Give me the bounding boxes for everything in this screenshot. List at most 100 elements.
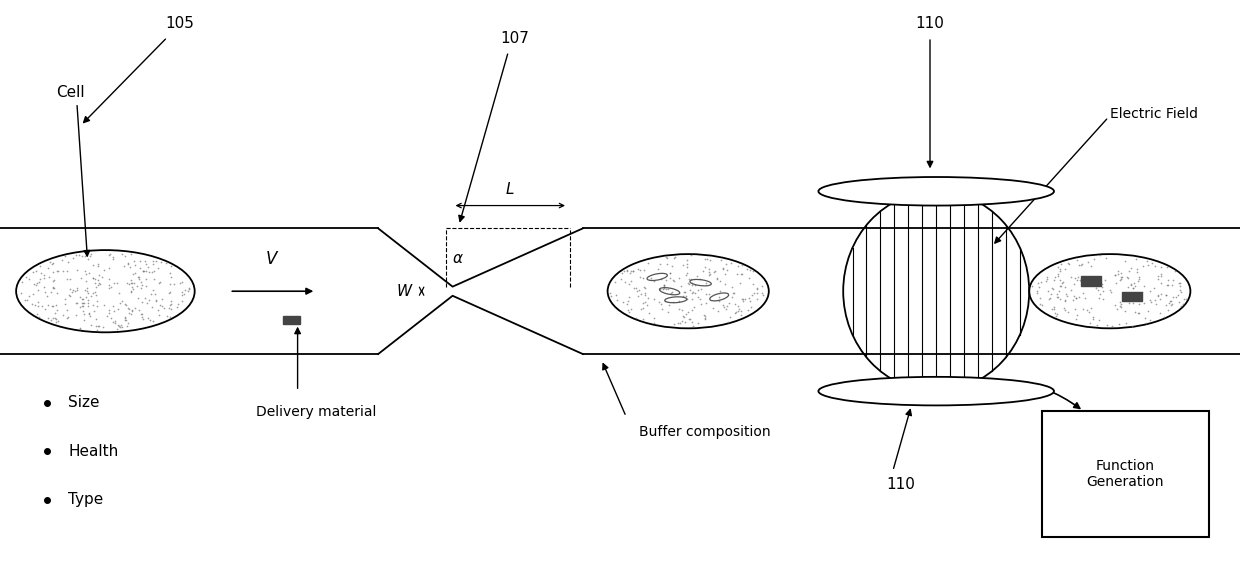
Point — [691, 299, 711, 308]
Point — [1068, 272, 1087, 282]
Point — [681, 286, 701, 295]
Point — [1120, 296, 1140, 305]
Point — [1121, 280, 1141, 289]
Point — [697, 299, 717, 308]
Point — [673, 291, 693, 300]
Point — [1159, 298, 1179, 307]
Point — [67, 283, 87, 292]
Point — [1090, 315, 1110, 324]
Point — [107, 325, 126, 334]
Point — [682, 318, 702, 327]
Point — [1122, 284, 1142, 293]
Point — [66, 310, 86, 319]
Point — [143, 285, 162, 294]
Point — [94, 301, 114, 310]
Point — [1078, 258, 1097, 267]
Point — [81, 320, 100, 329]
Point — [626, 284, 646, 293]
Point — [605, 290, 625, 299]
Point — [1081, 303, 1101, 312]
Point — [684, 288, 704, 297]
Point — [115, 312, 135, 321]
Text: α: α — [453, 251, 463, 266]
Point — [45, 309, 64, 318]
Point — [57, 313, 77, 323]
Point — [1111, 274, 1131, 283]
Point — [608, 296, 627, 305]
Point — [99, 308, 119, 317]
Point — [153, 301, 172, 311]
Point — [739, 273, 759, 282]
Text: Size: Size — [68, 395, 99, 410]
Point — [688, 292, 708, 301]
Point — [160, 312, 180, 321]
Point — [1075, 293, 1095, 303]
Point — [673, 261, 693, 270]
Point — [728, 262, 748, 271]
Point — [15, 295, 35, 304]
Point — [649, 264, 668, 274]
Point — [1048, 271, 1068, 280]
Point — [22, 267, 42, 276]
Point — [73, 298, 93, 307]
Point — [74, 316, 94, 325]
Point — [1105, 271, 1125, 280]
Point — [1033, 301, 1053, 310]
Point — [150, 278, 170, 287]
Point — [1109, 269, 1128, 278]
Point — [172, 277, 192, 286]
Point — [1112, 272, 1132, 282]
Point — [1071, 277, 1091, 286]
Point — [732, 260, 751, 270]
Point — [27, 278, 47, 287]
Point — [22, 299, 42, 308]
Point — [682, 279, 702, 288]
Point — [11, 289, 31, 298]
Point — [668, 296, 688, 305]
Point — [1138, 260, 1158, 270]
Point — [131, 309, 151, 319]
Point — [652, 304, 672, 313]
Point — [1110, 276, 1130, 285]
Point — [30, 274, 50, 283]
Point — [46, 314, 66, 323]
Point — [58, 312, 78, 321]
Point — [144, 267, 164, 276]
Point — [1073, 304, 1092, 313]
Point — [45, 284, 64, 293]
Point — [1097, 320, 1117, 329]
Point — [1064, 291, 1084, 300]
Point — [725, 299, 745, 308]
Point — [728, 302, 748, 311]
Point — [130, 256, 150, 266]
Point — [1128, 277, 1148, 286]
Point — [119, 279, 139, 288]
Point — [624, 284, 644, 293]
Point — [99, 281, 119, 290]
Point — [680, 315, 699, 324]
Point — [703, 304, 723, 313]
Point — [148, 263, 167, 272]
Point — [678, 314, 698, 323]
Point — [151, 258, 171, 267]
Point — [78, 295, 98, 304]
Point — [1050, 275, 1070, 284]
Point — [139, 295, 159, 304]
Point — [650, 260, 670, 269]
Point — [677, 260, 697, 269]
Point — [141, 289, 161, 299]
Point — [1052, 279, 1071, 288]
Point — [694, 313, 714, 323]
Point — [104, 252, 124, 262]
Point — [672, 306, 692, 315]
Point — [164, 279, 184, 288]
Point — [696, 311, 715, 320]
Ellipse shape — [818, 177, 1054, 206]
Point — [1053, 278, 1073, 287]
Point — [1080, 280, 1100, 289]
Point — [43, 276, 63, 285]
Point — [722, 293, 742, 302]
Point — [67, 266, 87, 275]
Point — [665, 254, 684, 263]
Point — [635, 297, 655, 307]
